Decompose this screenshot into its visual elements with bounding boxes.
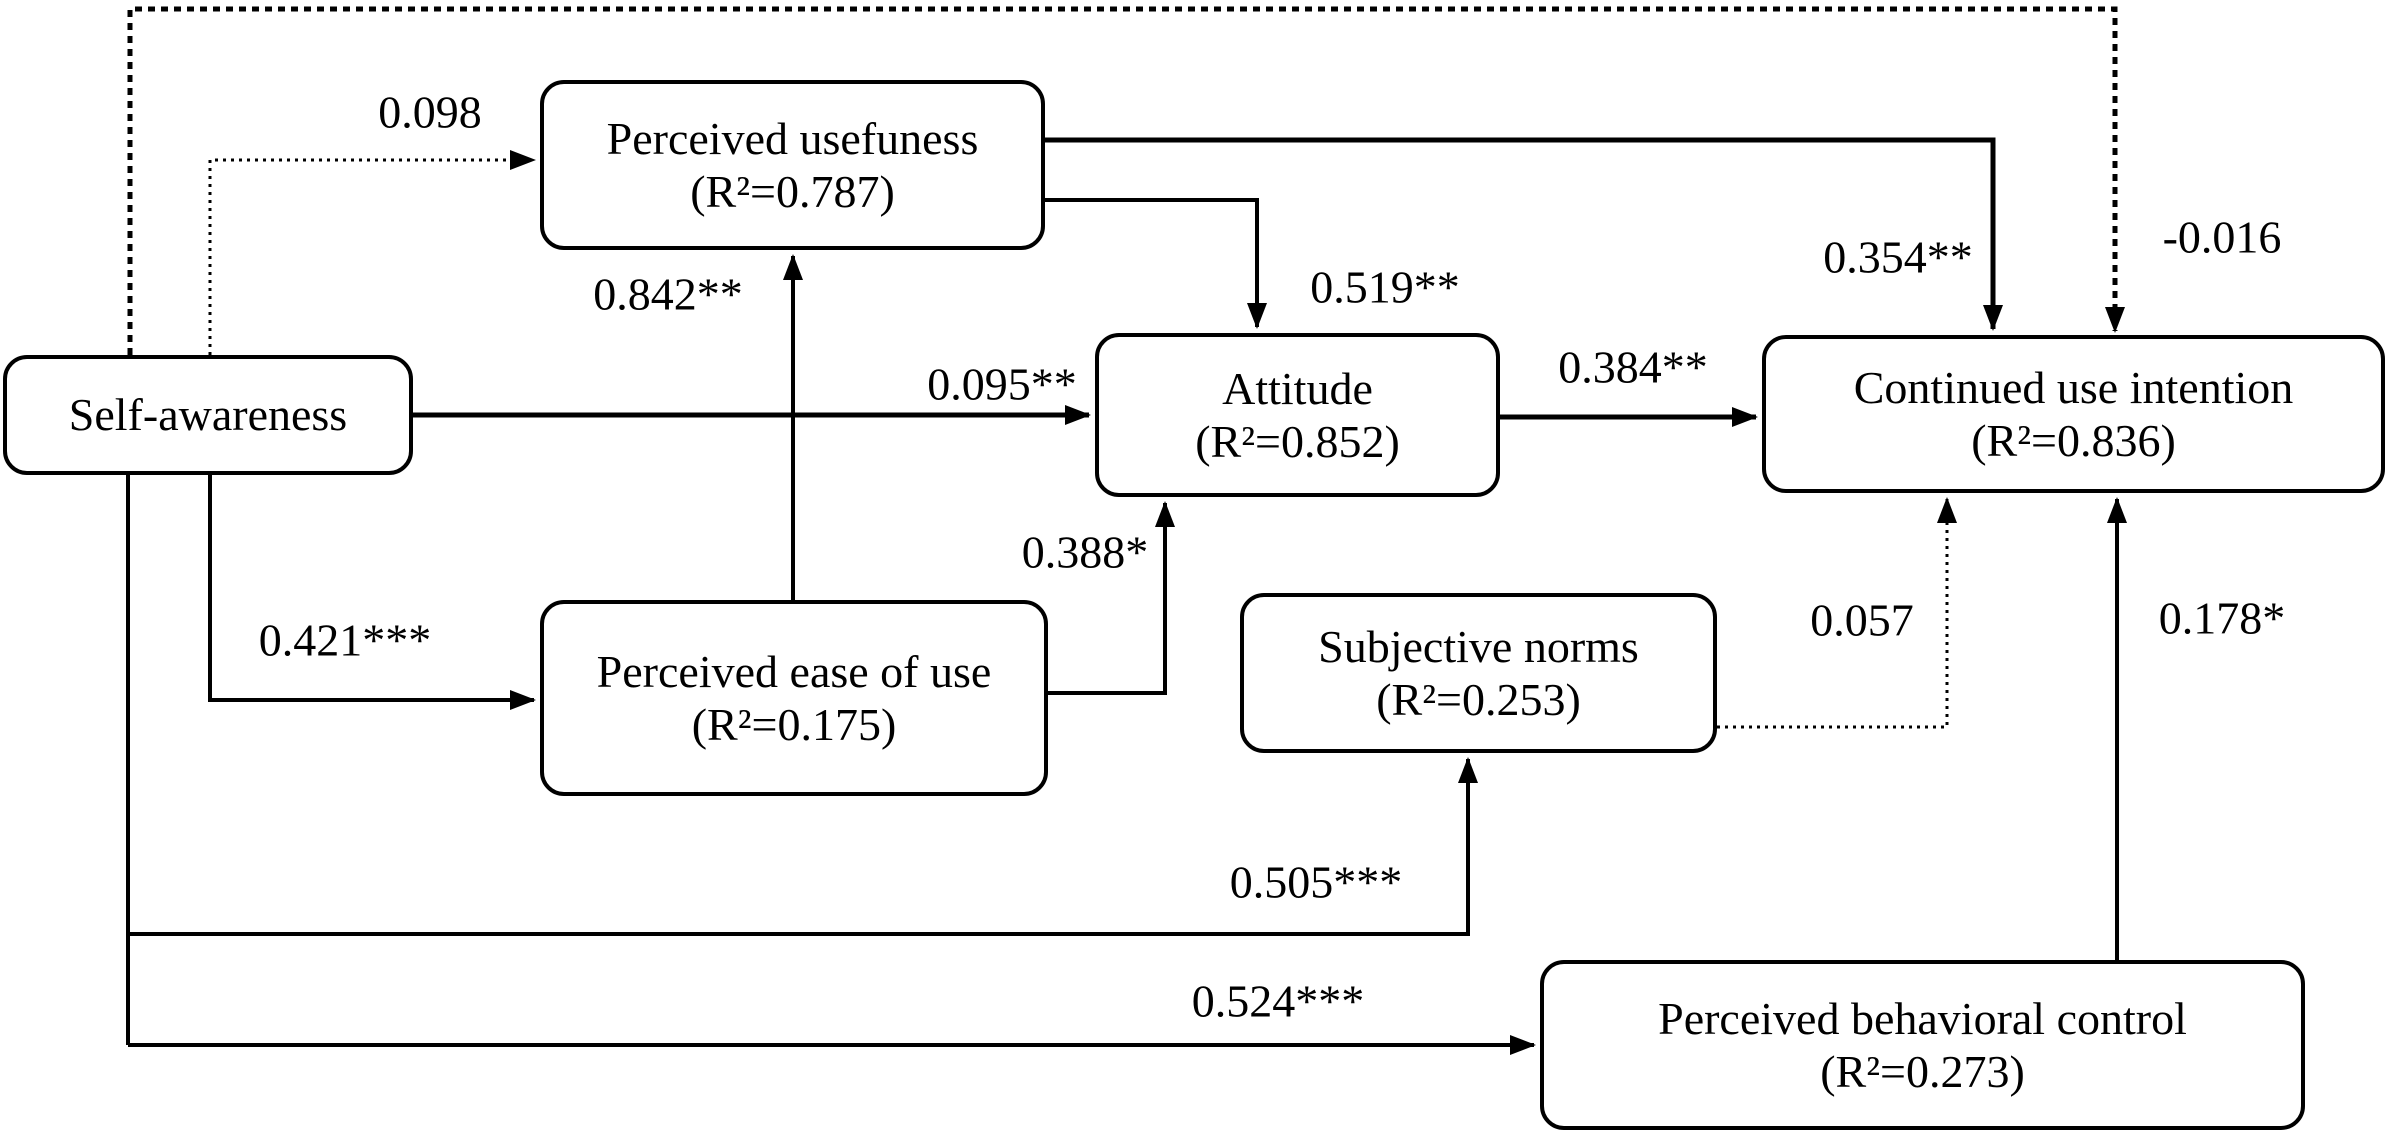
coef-pu-to-att: 0.519** <box>1310 261 1460 313</box>
path-peou-to-att <box>1048 501 1175 695</box>
box-perceived-behavioral-control: Perceived behavioral control (R²=0.273) <box>1540 960 2305 1130</box>
coef-sa-to-pu: 0.098 <box>378 86 482 138</box>
coef-sa-to-att: 0.095** <box>927 358 1077 410</box>
box-attitude-r2: (R²=0.852) <box>1195 416 1400 467</box>
coef-sa-to-peou: 0.421*** <box>258 614 432 666</box>
coef-peou-to-att: 0.388* <box>1021 526 1149 578</box>
coef-pu-to-cui: 0.354** <box>1823 231 1973 283</box>
box-perceived-ease-of-use-r2: (R²=0.175) <box>691 699 897 750</box>
path-sa-to-sn <box>126 757 1478 936</box>
box-perceived-usefulness-label: Perceived usefuness <box>606 112 979 164</box>
box-self-awareness: Self-awareness <box>3 355 413 475</box>
coef-peou-to-pu: 0.842** <box>593 268 743 320</box>
coef-att-to-cui: 0.384** <box>1558 341 1708 393</box>
box-self-awareness-label: Self-awareness <box>68 389 348 441</box>
path-sa-to-peou <box>208 475 536 710</box>
box-subjective-norms: Subjective norms (R²=0.253) <box>1240 593 1717 753</box>
box-perceived-ease-of-use-label: Perceived ease of use <box>596 645 992 697</box>
coef-sa-to-sn: 0.505*** <box>1229 856 1403 908</box>
box-perceived-usefulness-r2: (R²=0.787) <box>690 166 895 217</box>
box-perceived-behavioral-control-r2: (R²=0.273) <box>1820 1046 2025 1097</box>
path-sa-to-pu <box>208 150 536 355</box>
box-subjective-norms-r2: (R²=0.253) <box>1376 674 1581 725</box>
box-continued-use-intention: Continued use intention (R²=0.836) <box>1762 335 2385 493</box>
coef-pbc-to-cui: 0.178* <box>2158 592 2286 644</box>
box-attitude-label: Attitude <box>1222 362 1373 414</box>
box-perceived-behavioral-control-label: Perceived behavioral control <box>1658 992 2187 1044</box>
coef-sa-to-pbc: 0.524*** <box>1191 975 1365 1027</box>
box-attitude: Attitude (R²=0.852) <box>1095 333 1500 497</box>
box-continued-use-intention-label: Continued use intention <box>1853 361 2294 413</box>
box-subjective-norms-label: Subjective norms <box>1318 620 1639 672</box>
path-sa-to-cui <box>127 6 2125 355</box>
coef-sa-to-cui: -0.016 <box>2162 211 2282 263</box>
path-pu-to-att <box>1045 198 1267 329</box>
coef-sn-to-cui: 0.057 <box>1810 594 1914 646</box>
box-continued-use-intention-r2: (R²=0.836) <box>1971 415 2176 466</box>
box-perceived-usefulness: Perceived usefuness (R²=0.787) <box>540 80 1045 250</box>
path-pu-to-cui <box>1045 137 2003 331</box>
box-perceived-ease-of-use: Perceived ease of use (R²=0.175) <box>540 600 1048 796</box>
